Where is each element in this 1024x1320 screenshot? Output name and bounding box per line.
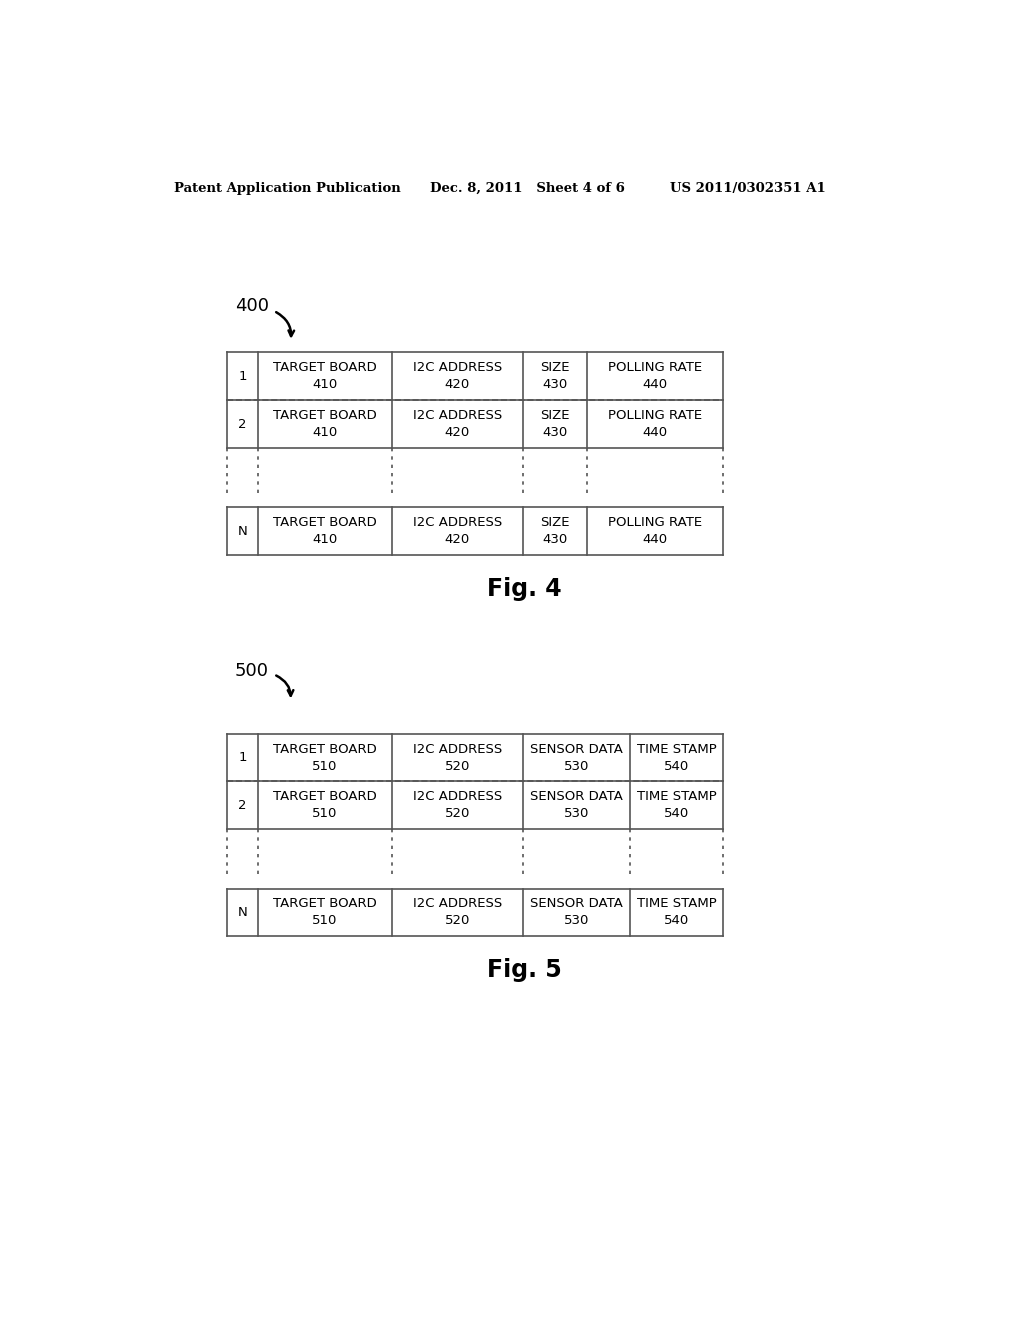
Text: TARGET BOARD
510: TARGET BOARD 510 xyxy=(273,898,377,928)
Text: SIZE
430: SIZE 430 xyxy=(541,409,569,440)
Text: 2: 2 xyxy=(239,799,247,812)
Text: Fig. 4: Fig. 4 xyxy=(487,577,562,601)
Text: I2C ADDRESS
420: I2C ADDRESS 420 xyxy=(413,409,502,440)
Text: TIME STAMP
540: TIME STAMP 540 xyxy=(637,898,717,928)
Text: 1: 1 xyxy=(239,751,247,764)
Text: I2C ADDRESS
520: I2C ADDRESS 520 xyxy=(413,791,502,820)
Text: POLLING RATE
440: POLLING RATE 440 xyxy=(608,362,702,391)
Text: SENSOR DATA
530: SENSOR DATA 530 xyxy=(530,743,624,772)
Text: I2C ADDRESS
420: I2C ADDRESS 420 xyxy=(413,362,502,391)
Text: Fig. 5: Fig. 5 xyxy=(487,958,562,982)
Text: I2C ADDRESS
420: I2C ADDRESS 420 xyxy=(413,516,502,546)
Text: TARGET BOARD
510: TARGET BOARD 510 xyxy=(273,791,377,820)
Text: POLLING RATE
440: POLLING RATE 440 xyxy=(608,409,702,440)
Text: 2: 2 xyxy=(239,417,247,430)
Text: N: N xyxy=(238,524,248,537)
Text: 400: 400 xyxy=(234,297,269,315)
Text: 500: 500 xyxy=(234,661,269,680)
Text: TARGET BOARD
410: TARGET BOARD 410 xyxy=(273,409,377,440)
Text: SENSOR DATA
530: SENSOR DATA 530 xyxy=(530,791,624,820)
Text: SENSOR DATA
530: SENSOR DATA 530 xyxy=(530,898,624,928)
Text: POLLING RATE
440: POLLING RATE 440 xyxy=(608,516,702,546)
Text: TIME STAMP
540: TIME STAMP 540 xyxy=(637,791,717,820)
Text: Dec. 8, 2011   Sheet 4 of 6: Dec. 8, 2011 Sheet 4 of 6 xyxy=(430,182,625,194)
Text: TARGET BOARD
410: TARGET BOARD 410 xyxy=(273,516,377,546)
Text: SIZE
430: SIZE 430 xyxy=(541,362,569,391)
Text: I2C ADDRESS
520: I2C ADDRESS 520 xyxy=(413,898,502,928)
Text: I2C ADDRESS
520: I2C ADDRESS 520 xyxy=(413,743,502,772)
Text: Patent Application Publication: Patent Application Publication xyxy=(174,182,401,194)
Text: TARGET BOARD
410: TARGET BOARD 410 xyxy=(273,362,377,391)
Text: 1: 1 xyxy=(239,370,247,383)
Text: TARGET BOARD
510: TARGET BOARD 510 xyxy=(273,743,377,772)
Text: US 2011/0302351 A1: US 2011/0302351 A1 xyxy=(671,182,826,194)
Text: N: N xyxy=(238,906,248,919)
Text: SIZE
430: SIZE 430 xyxy=(541,516,569,546)
Text: TIME STAMP
540: TIME STAMP 540 xyxy=(637,743,717,772)
